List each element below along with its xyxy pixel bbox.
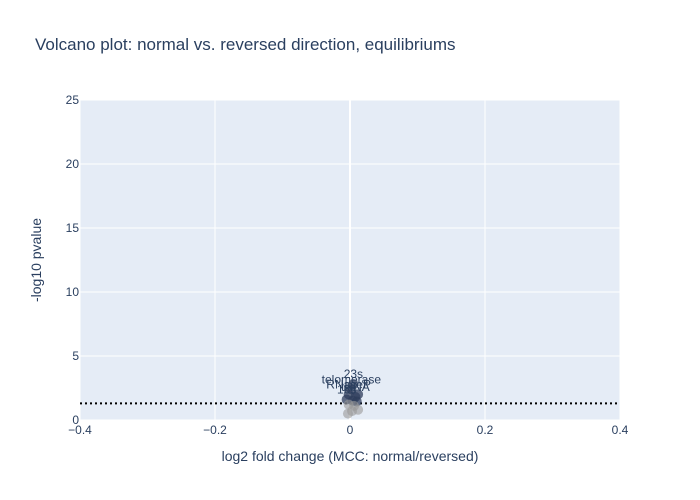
x-tick-label: −0.4 — [68, 423, 92, 437]
y-axis-label: -log10 pvalue — [28, 218, 44, 302]
data-points — [341, 379, 364, 419]
grid-lines — [79, 99, 621, 421]
point-label: 16s — [337, 383, 356, 397]
x-tick-label: 0 — [347, 423, 354, 437]
point-label: 23s — [344, 367, 363, 381]
y-tick-label: 10 — [66, 285, 80, 299]
y-tick-label: 15 — [66, 221, 80, 235]
x-axis-label: log2 fold change (MCC: normal/reversed) — [222, 448, 479, 464]
x-tick-labels: −0.4 −0.2 0 0.2 0.4 — [68, 423, 629, 437]
y-tick-label: 0 — [72, 413, 79, 427]
point-label: tRNA — [341, 380, 370, 394]
y-tick-labels: 0 5 10 15 20 25 — [66, 93, 80, 427]
x-tick-label: 0.4 — [612, 423, 629, 437]
x-tick-label: −0.2 — [203, 423, 227, 437]
data-point — [347, 406, 358, 417]
y-tick-label: 25 — [66, 93, 80, 107]
point-label: telomerase — [322, 372, 382, 386]
chart-title: Volcano plot: normal vs. reversed direct… — [35, 35, 455, 54]
y-tick-label: 20 — [66, 157, 80, 171]
x-tick-label: 0.2 — [477, 423, 494, 437]
y-tick-label: 5 — [72, 349, 79, 363]
point-label: RNaseP — [326, 377, 371, 391]
